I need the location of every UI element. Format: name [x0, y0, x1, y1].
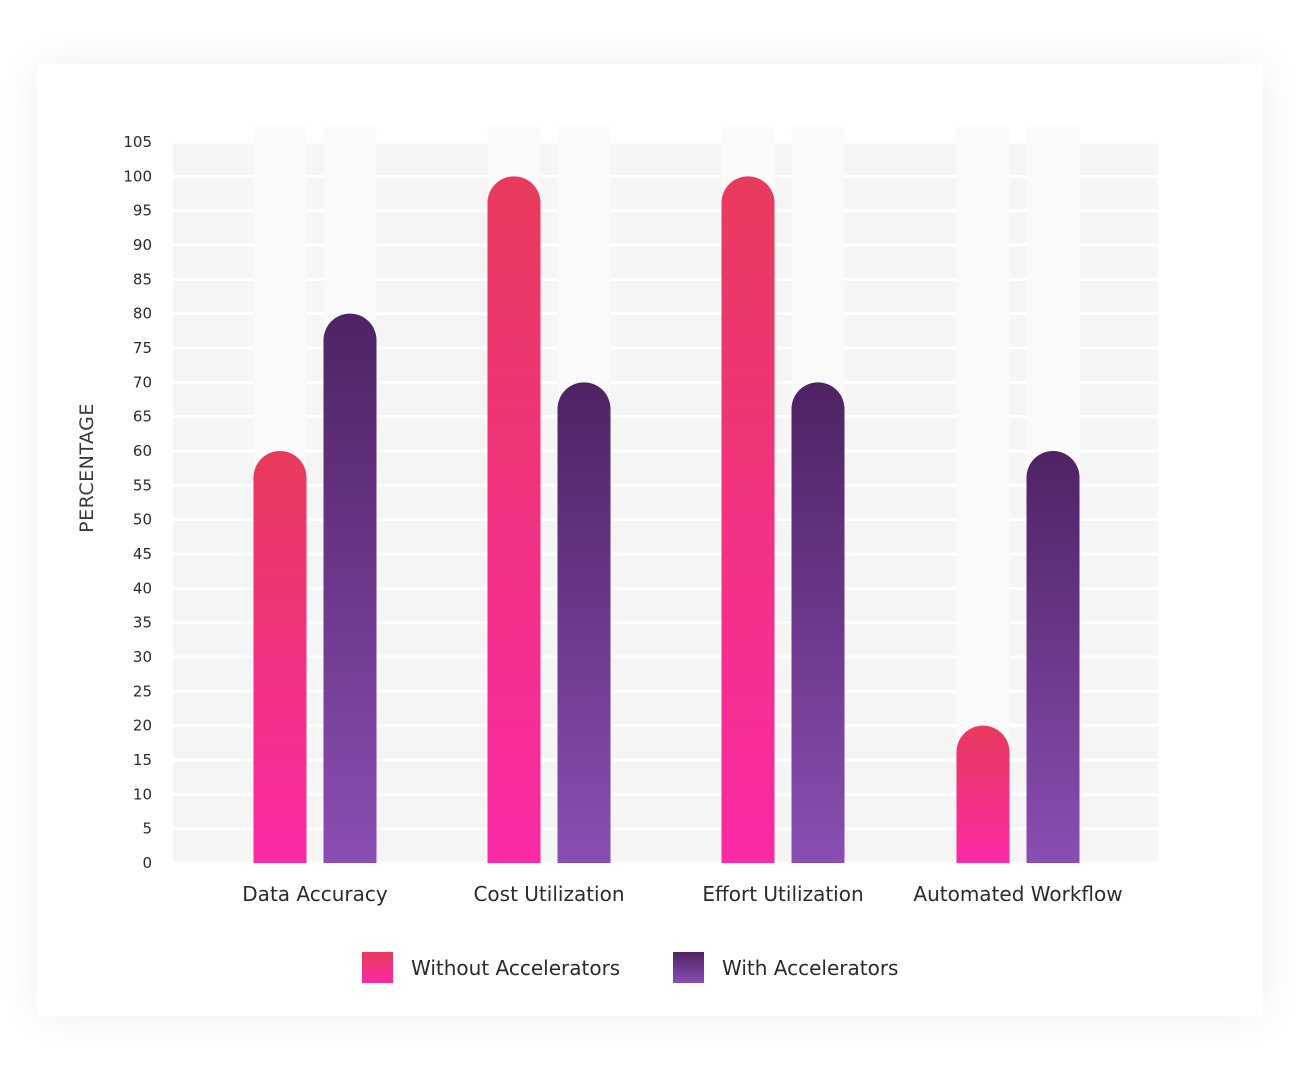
- grid-band: [173, 143, 1158, 175]
- y-tick-label: 100: [123, 167, 152, 185]
- y-tick-label: 85: [133, 270, 152, 288]
- y-tick-label: 65: [133, 408, 152, 426]
- grid-band: [173, 212, 1158, 244]
- grid-band: [173, 486, 1158, 519]
- grid-band: [173, 555, 1158, 587]
- grid-band: [173, 761, 1158, 793]
- y-tick-label: 95: [133, 202, 152, 220]
- grid-band: [173, 418, 1158, 450]
- x-category-label: Effort Utilization: [702, 882, 863, 906]
- legend-label: With Accelerators: [722, 956, 898, 980]
- grid-band: [173, 246, 1158, 278]
- x-axis-categories: Data Accuracy Cost Utilization Effort Util…: [242, 882, 1122, 906]
- grid-band: [173, 658, 1158, 690]
- grid: [173, 143, 1158, 862]
- grid-band: [173, 383, 1158, 416]
- bar-without-accelerators: [253, 451, 307, 863]
- y-tick-label: 80: [133, 305, 152, 323]
- grid-band: [173, 452, 1158, 484]
- grid-band: [173, 521, 1158, 553]
- y-tick-label: 20: [133, 717, 152, 735]
- y-tick-label: 105: [123, 133, 152, 151]
- bar-without-accelerators: [956, 725, 1010, 863]
- y-tick-label: 0: [142, 854, 152, 872]
- bar-with-accelerators: [323, 313, 377, 863]
- x-category-label: Data Accuracy: [242, 882, 388, 906]
- bars: [253, 176, 1080, 864]
- bar-without-accelerators: [721, 176, 775, 864]
- y-tick-label: 70: [133, 373, 152, 391]
- legend-swatch-with-accelerators: [673, 952, 704, 983]
- y-tick-label: 55: [133, 476, 152, 494]
- y-tick-label: 75: [133, 339, 152, 357]
- y-tick-label: 60: [133, 442, 152, 460]
- y-tick-label: 5: [142, 820, 152, 838]
- y-tick-label: 15: [133, 751, 152, 769]
- grid-band: [173, 795, 1158, 828]
- legend-label: Without Accelerators: [411, 956, 620, 980]
- grid-band: [173, 315, 1158, 347]
- grid-band: [173, 177, 1158, 210]
- x-category-label: Cost Utilization: [473, 882, 624, 906]
- grid-band: [173, 727, 1158, 759]
- bar-with-accelerators: [791, 382, 845, 863]
- grid-band: [173, 280, 1158, 313]
- legend-swatch-without-accelerators: [362, 952, 393, 983]
- x-category-label: Automated Workflow: [913, 882, 1122, 906]
- y-tick-label: 45: [133, 545, 152, 563]
- grid-band: [173, 624, 1158, 656]
- y-tick-label: 10: [133, 785, 152, 803]
- y-tick-label: 25: [133, 682, 152, 700]
- y-axis-ticks: 0 5 10 15 20 25 30 35 40 45 50 55 60 65 70 75 80 85 90 95 10…: [123, 133, 152, 872]
- y-tick-label: 50: [133, 511, 152, 529]
- grid-band: [173, 589, 1158, 622]
- bar-with-accelerators: [1026, 451, 1080, 863]
- grid-band: [173, 692, 1158, 725]
- y-tick-label: 30: [133, 648, 152, 666]
- grid-band: [173, 349, 1158, 381]
- grid-band: [173, 830, 1158, 862]
- y-tick-label: 40: [133, 579, 152, 597]
- y-axis-label: PERCENTAGE: [76, 403, 98, 533]
- bar-with-accelerators: [557, 382, 611, 863]
- y-tick-label: 35: [133, 614, 152, 632]
- y-tick-label: 90: [133, 236, 152, 254]
- bar-without-accelerators: [487, 176, 541, 864]
- legend: Without Accelerators With Accelerators: [362, 952, 898, 983]
